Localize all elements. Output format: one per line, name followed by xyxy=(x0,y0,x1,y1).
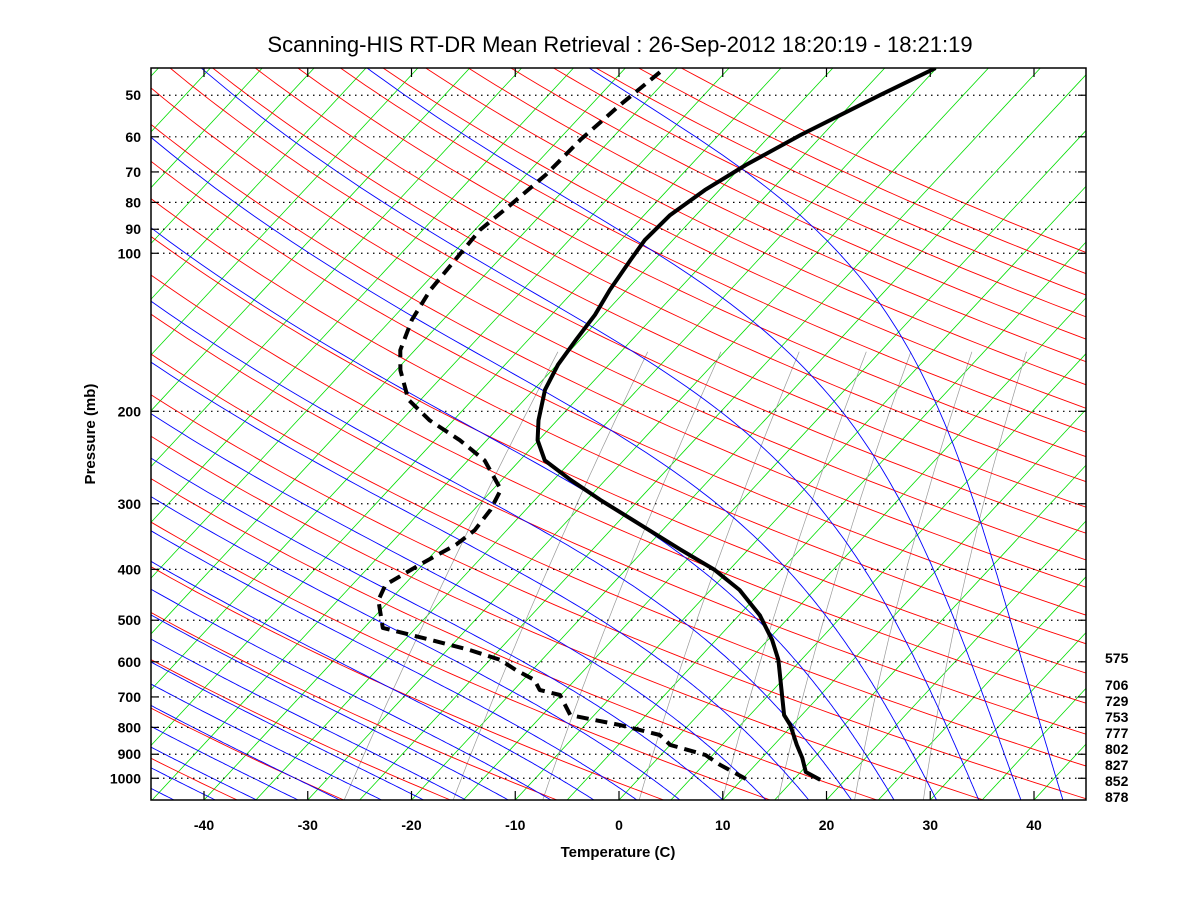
y-tick-label: 50 xyxy=(125,87,141,103)
y-tick-label: 1000 xyxy=(110,770,141,786)
y-tick-label: 800 xyxy=(118,719,142,735)
y-tick-label: 500 xyxy=(118,612,142,628)
x-tick-label: -40 xyxy=(194,817,214,833)
right-level-label: 878 xyxy=(1105,789,1129,805)
x-axis-label: Temperature (C) xyxy=(561,844,676,861)
right-level-label: 706 xyxy=(1105,677,1129,693)
right-level-label: 753 xyxy=(1105,709,1129,725)
y-tick-label: 400 xyxy=(118,561,142,577)
right-level-label: 777 xyxy=(1105,725,1129,741)
x-tick-label: -10 xyxy=(505,817,525,833)
right-level-label: 729 xyxy=(1105,693,1129,709)
x-tick-label: 40 xyxy=(1026,817,1042,833)
y-tick-label: 60 xyxy=(125,129,141,145)
y-tick-label: 80 xyxy=(125,194,141,210)
x-tick-label: 20 xyxy=(819,817,835,833)
y-tick-label: 70 xyxy=(125,164,141,180)
y-tick-label: 700 xyxy=(118,689,142,705)
x-tick-label: -30 xyxy=(298,817,318,833)
x-tick-label: -20 xyxy=(401,817,421,833)
x-tick-label: 10 xyxy=(715,817,731,833)
x-tick-label: 30 xyxy=(922,817,938,833)
x-tick-label: 0 xyxy=(615,817,623,833)
chart-title: Scanning-HIS RT-DR Mean Retrieval : 26-S… xyxy=(267,32,972,57)
right-level-label: 827 xyxy=(1105,757,1129,773)
y-tick-label: 600 xyxy=(118,654,142,670)
y-tick-label: 300 xyxy=(118,496,142,512)
right-level-label: 575 xyxy=(1105,650,1129,666)
right-level-label: 802 xyxy=(1105,741,1129,757)
y-axis-label: Pressure (mb) xyxy=(82,384,99,485)
y-tick-label: 90 xyxy=(125,221,141,237)
right-level-label: 852 xyxy=(1105,773,1129,789)
y-tick-label: 900 xyxy=(118,746,142,762)
y-tick-label: 100 xyxy=(118,245,142,261)
y-tick-label: 200 xyxy=(118,403,142,419)
